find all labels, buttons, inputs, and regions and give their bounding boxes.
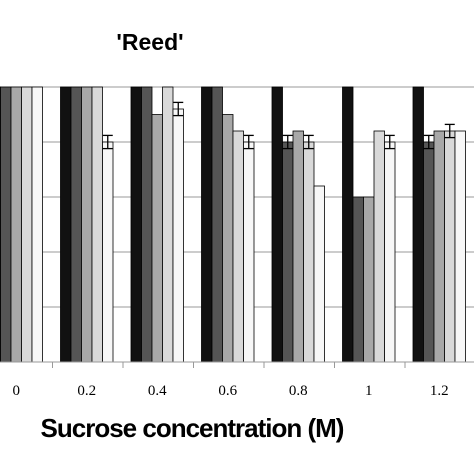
bar [130,86,142,363]
x-tick-label: 0.6 [218,383,237,399]
x-tick-label: 0.4 [148,383,167,399]
bar [211,86,223,363]
bar [363,196,375,363]
bar [102,141,114,363]
bar [342,86,354,363]
bar [352,196,364,363]
x-tick-label: 0 [13,383,21,399]
bar [91,86,103,363]
bar [222,114,234,363]
bar [60,86,72,363]
bar [232,130,244,363]
bar [243,141,255,363]
x-tick-label: 1 [365,383,373,399]
bar [10,86,22,363]
error-bar [303,134,314,150]
bar [313,185,325,363]
bar [162,86,174,363]
bars [0,86,466,363]
bar [151,114,163,363]
x-axis-ticks [52,362,406,368]
x-tick-label: 0.2 [77,383,96,399]
bar [433,130,445,363]
error-bar [282,134,293,150]
error-bar [173,101,184,117]
bar [81,86,93,363]
chart-title: 'Reed' [116,29,183,55]
bar [412,86,424,363]
error-bar [384,134,395,150]
bar [303,141,315,363]
bar [423,141,435,363]
bar [70,86,82,363]
bar [454,130,466,363]
bar [31,86,43,363]
bar [141,86,153,363]
x-tick-label: 1.2 [430,383,449,399]
bar [282,141,294,363]
bar [271,86,283,363]
bar [0,86,12,363]
error-bar [102,134,113,150]
x-tick-labels: 0 0.2 0.4 0.6 0.8 1 1.2 [13,383,449,399]
error-bar [423,134,434,150]
x-axis-label: Sucrose concentration (M) [41,413,344,443]
error-bar [444,123,455,139]
bar [201,86,213,363]
bar [292,130,304,363]
bar [384,141,396,363]
bar [172,108,184,363]
error-bar [243,134,254,150]
bar [444,130,456,363]
bar [373,130,385,363]
bar [21,86,33,363]
x-tick-label: 0.8 [289,383,308,399]
error-bars [102,101,455,150]
